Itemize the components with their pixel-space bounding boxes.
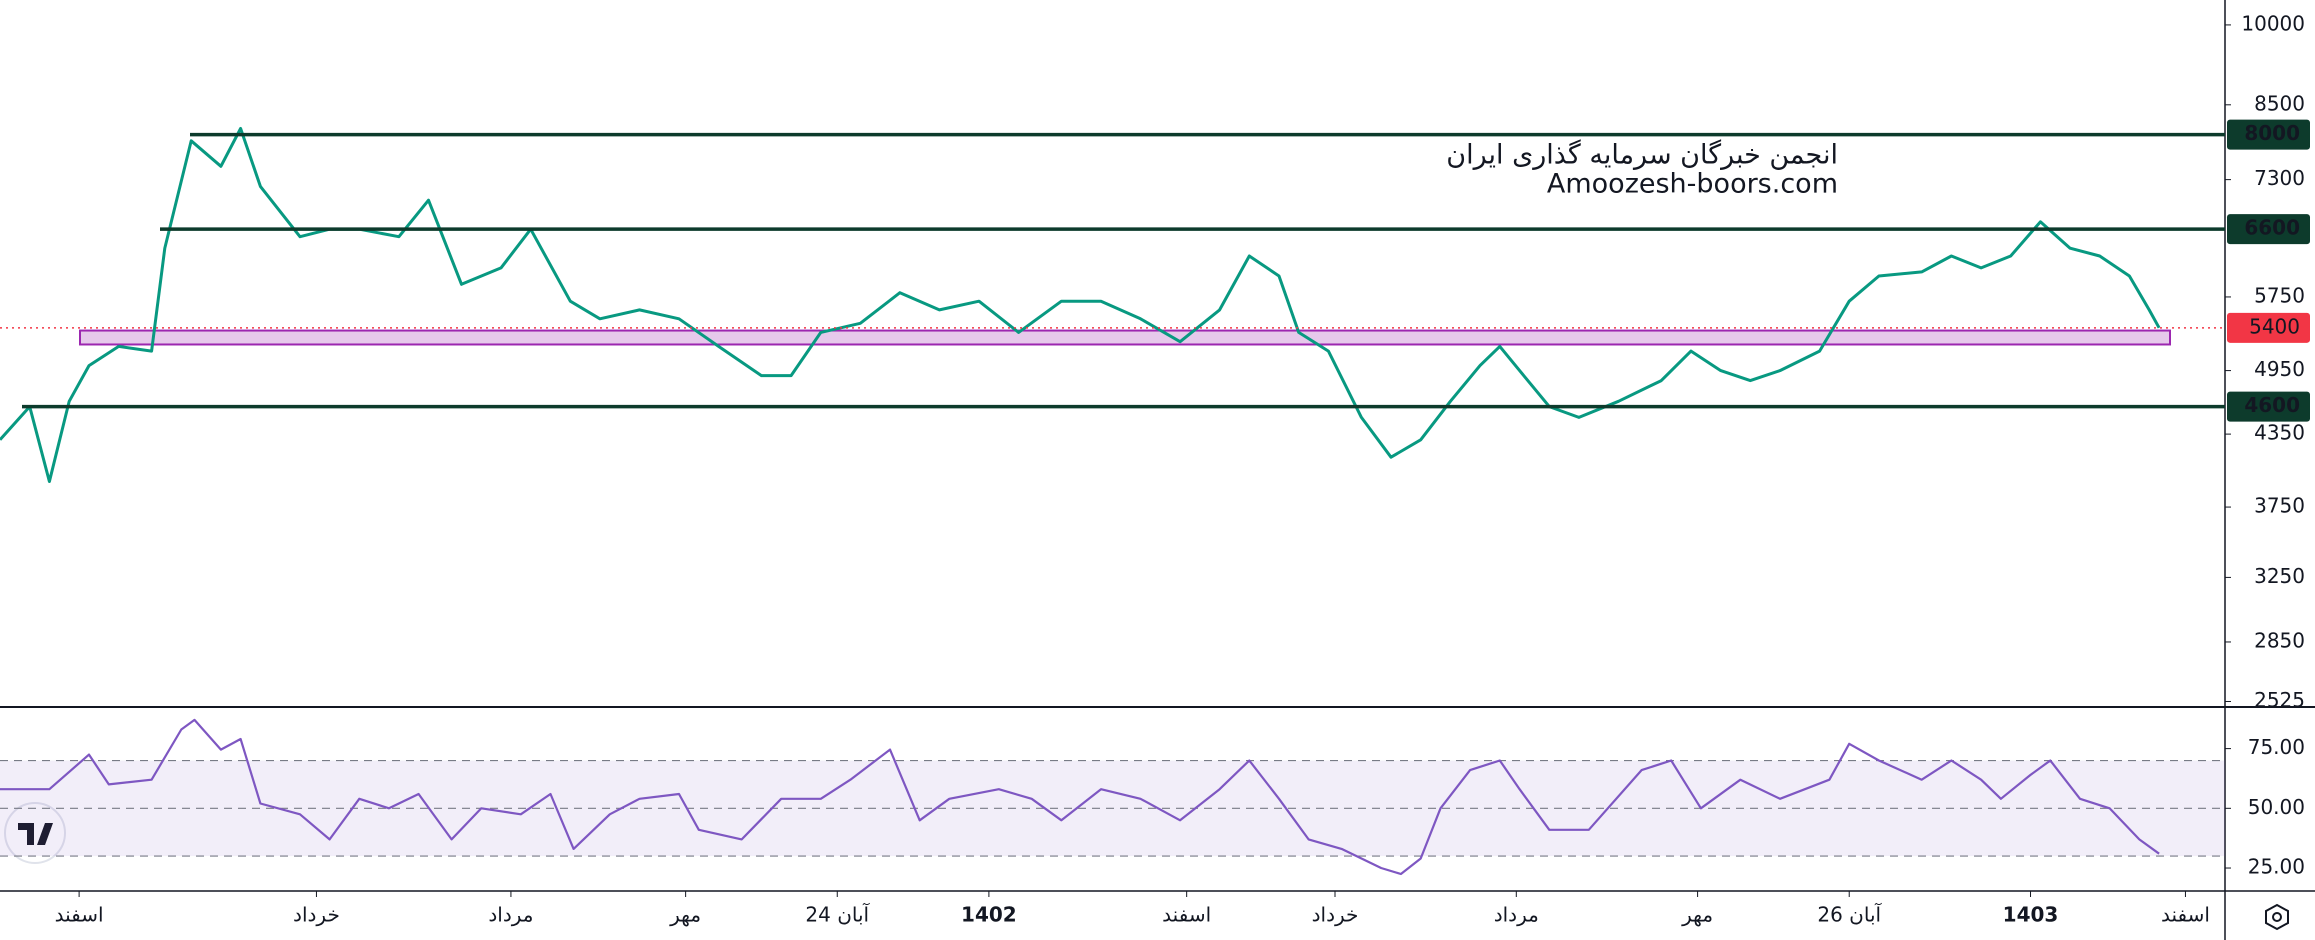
- y-tick-label: 4950: [2254, 357, 2305, 381]
- y-tick-label: 4350: [2254, 421, 2305, 445]
- x-tick-label: اسفند: [2161, 903, 2210, 927]
- tradingview-logo[interactable]: [4, 802, 66, 864]
- x-tick-label: 1402: [961, 903, 1017, 927]
- y-tick-label: 7300: [2254, 166, 2305, 190]
- settings-icon[interactable]: [2265, 903, 2289, 931]
- x-tick-label: اسفند: [1162, 903, 1211, 927]
- level-label-box: [2227, 391, 2310, 422]
- y-tick-label: 3250: [2254, 564, 2305, 588]
- y-tick-label: 2525: [2254, 688, 2305, 712]
- y-tick-label: 50.00: [2248, 795, 2305, 819]
- y-tick-label: 8500: [2254, 91, 2305, 115]
- y-tick-label: 3750: [2254, 494, 2305, 518]
- x-tick-label: خرداد: [1312, 903, 1359, 927]
- y-tick-label: 75.00: [2248, 735, 2305, 759]
- watermark: Amoozesh-boors.com: [1547, 169, 1838, 200]
- y-tick-label: 25.00: [2248, 855, 2305, 879]
- x-tick-label: مهر: [1681, 903, 1713, 927]
- x-tick-label: 26 آبان: [1817, 902, 1882, 927]
- level-label: 4600: [2244, 393, 2300, 417]
- price-line: [0, 718, 2160, 876]
- last-price-box: [2227, 312, 2310, 343]
- support-zone: [79, 329, 2171, 346]
- level-label-box: [2227, 119, 2310, 150]
- y-tick-label: 2850: [2254, 628, 2305, 652]
- level-label: 6600: [2244, 216, 2300, 240]
- y-tick-label: 5750: [2254, 283, 2305, 307]
- logo-mark: [18, 823, 53, 845]
- settings-hex: [2265, 903, 2289, 931]
- y-tick-label: 10000: [2241, 11, 2305, 35]
- logo-circle: [4, 802, 66, 864]
- level-label-box: [2227, 214, 2310, 245]
- x-tick-label: 24 آبان: [805, 902, 870, 927]
- last-price-label: 5400: [2249, 314, 2300, 338]
- x-tick-label: مهر: [669, 903, 701, 927]
- watermark: انجمن خبرگان سرمایه گذاری ایران: [1446, 139, 1838, 171]
- x-tick-label: 1403: [2003, 903, 2059, 927]
- x-tick-label: مرداد: [488, 903, 533, 927]
- x-tick-label: مرداد: [1494, 903, 1539, 927]
- x-tick-label: اسفند: [55, 903, 104, 927]
- x-tick-label: خرداد: [293, 903, 340, 927]
- level-label: 8000: [2244, 121, 2300, 145]
- settings-dot: [2272, 912, 2282, 922]
- price-line: [0, 127, 2161, 483]
